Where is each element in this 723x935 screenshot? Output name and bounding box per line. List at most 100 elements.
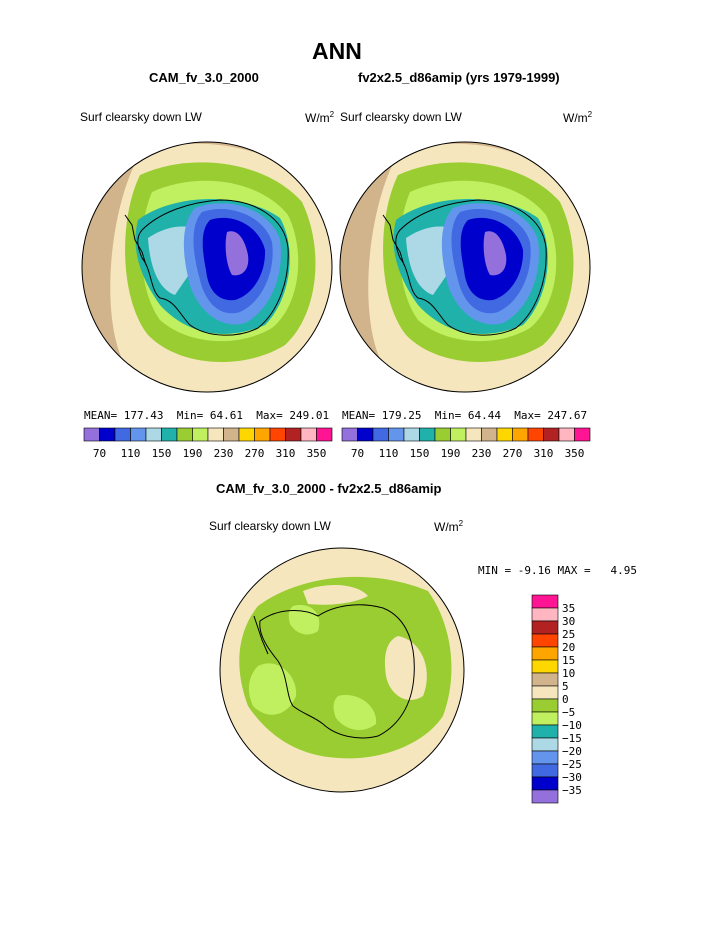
colorbar-tick-label: 5 (562, 680, 569, 693)
colorbar-swatch (130, 427, 147, 442)
map-peninsula-coast (253, 615, 269, 655)
colorbar-tick-label: −15 (562, 732, 582, 745)
colorbar-swatch (512, 427, 529, 442)
left-units-exp: 2 (329, 110, 335, 119)
colorbar-tick-label: 70 (93, 447, 106, 460)
map-border (81, 141, 333, 393)
difference-max-value: 4.95 (610, 564, 638, 577)
right-variable-label: Surf clearsky down LW (340, 110, 462, 124)
colorbar-swatch (176, 427, 193, 442)
colorbar-swatch (558, 427, 575, 442)
colorbar-swatch (114, 427, 131, 442)
colorbar-swatch (531, 711, 559, 726)
colorbar-swatch (341, 427, 358, 442)
difference-units-base: W/m (434, 520, 459, 534)
right-colorbar: 70 110 150 190 230 270 310 350 (341, 427, 591, 460)
colorbar-tick-label: 10 (562, 667, 575, 680)
right-units-base: W/m (563, 111, 588, 125)
colorbar-swatch (161, 427, 178, 442)
colorbar-swatch (192, 427, 209, 442)
colorbar-tick-label: 30 (562, 615, 575, 628)
difference-min-label: MIN = (478, 564, 512, 577)
right-units-exp: 2 (587, 110, 593, 119)
right-case-title: fv2x2.5_d86amip (yrs 1979-1999) (358, 70, 560, 85)
colorbar-swatch (531, 594, 559, 609)
colorbar-swatch (531, 646, 559, 661)
right-units-label: W/m2 (563, 110, 592, 125)
colorbar-swatch (531, 620, 559, 635)
colorbar-swatch (223, 427, 240, 442)
right-max-value: 247.67 (547, 409, 588, 422)
colorbar-tick-label: −25 (562, 758, 582, 771)
colorbar-swatch (531, 672, 559, 687)
colorbar-swatch (531, 789, 559, 804)
map-border (339, 141, 591, 393)
colorbar-swatch (300, 427, 317, 442)
difference-variable-label: Surf clearsky down LW (209, 519, 331, 533)
colorbar-tick-label: 0 (562, 693, 569, 706)
map-beige-patch (303, 584, 368, 605)
colorbar-swatch (531, 776, 559, 791)
colorbar-tick-label: 310 (534, 447, 554, 460)
map-lime-patch (288, 605, 320, 635)
colorbar-swatch (481, 427, 498, 442)
colorbar-tick-label: 190 (441, 447, 461, 460)
colorbar-swatch (531, 659, 559, 674)
right-mean-value: 179.25 (381, 409, 422, 422)
colorbar-swatch (543, 427, 560, 442)
colorbar-swatch (269, 427, 286, 442)
colorbar-swatch (465, 427, 482, 442)
left-units-label: W/m2 (305, 110, 334, 125)
left-case-title: CAM_fv_3.0_2000 (149, 70, 259, 85)
colorbar-tick-label: 25 (562, 628, 575, 641)
colorbar-swatch (207, 427, 224, 442)
right-min-value: 64.44 (467, 409, 501, 422)
right-min-label: Min= (434, 409, 462, 422)
right-max-label: Max= (514, 409, 541, 422)
colorbar-swatch (527, 427, 544, 442)
colorbar-tick-label: 20 (562, 641, 575, 654)
colorbar-swatch (372, 427, 389, 442)
left-units-base: W/m (305, 111, 330, 125)
colorbar-swatch (145, 427, 162, 442)
colorbar-tick-label: 150 (152, 447, 172, 460)
map-lime-patch (333, 695, 377, 730)
colorbar-swatch (531, 607, 559, 622)
colorbar-tick-label: −30 (562, 771, 582, 784)
colorbar-swatch (285, 427, 302, 442)
map-coastline (259, 604, 415, 739)
colorbar-tick-label: 35 (562, 602, 575, 615)
left-mean-label: MEAN= (84, 409, 118, 422)
colorbar-tick-label: −35 (562, 784, 582, 797)
map-coastline (395, 199, 547, 336)
colorbar-tick-label: 190 (183, 447, 203, 460)
colorbar-tick-label: 70 (351, 447, 364, 460)
difference-title: CAM_fv_3.0_2000 - fv2x2.5_d86amip (216, 481, 442, 496)
colorbar-tick-label: 110 (379, 447, 399, 460)
colorbar-swatch (254, 427, 271, 442)
map-purple-region (483, 231, 507, 276)
colorbar-tick-label: 270 (503, 447, 523, 460)
map-purple-region (225, 231, 249, 276)
left-colorbar: 70 110 150 190 230 270 310 350 (83, 427, 333, 460)
colorbar-swatch (238, 427, 255, 442)
colorbar-tick-label: −10 (562, 719, 582, 732)
left-min-label: Min= (176, 409, 204, 422)
difference-polar-map (219, 547, 465, 793)
colorbar-swatch (531, 750, 559, 765)
difference-units-exp: 2 (458, 519, 464, 528)
colorbar-tick-label: 350 (565, 447, 585, 460)
colorbar-swatch (574, 427, 591, 442)
difference-max-label: MAX = (557, 564, 591, 577)
colorbar-swatch (419, 427, 436, 442)
colorbar-tick-label: 15 (562, 654, 575, 667)
map-beige-patch (384, 636, 427, 700)
colorbar-swatch (403, 427, 420, 442)
colorbar-swatch (450, 427, 467, 442)
colorbar-swatch (531, 763, 559, 778)
difference-units-label: W/m2 (434, 519, 463, 534)
left-min-value: 64.61 (209, 409, 243, 422)
colorbar-tick-label: 350 (307, 447, 327, 460)
map-peninsula-coast (124, 214, 147, 266)
